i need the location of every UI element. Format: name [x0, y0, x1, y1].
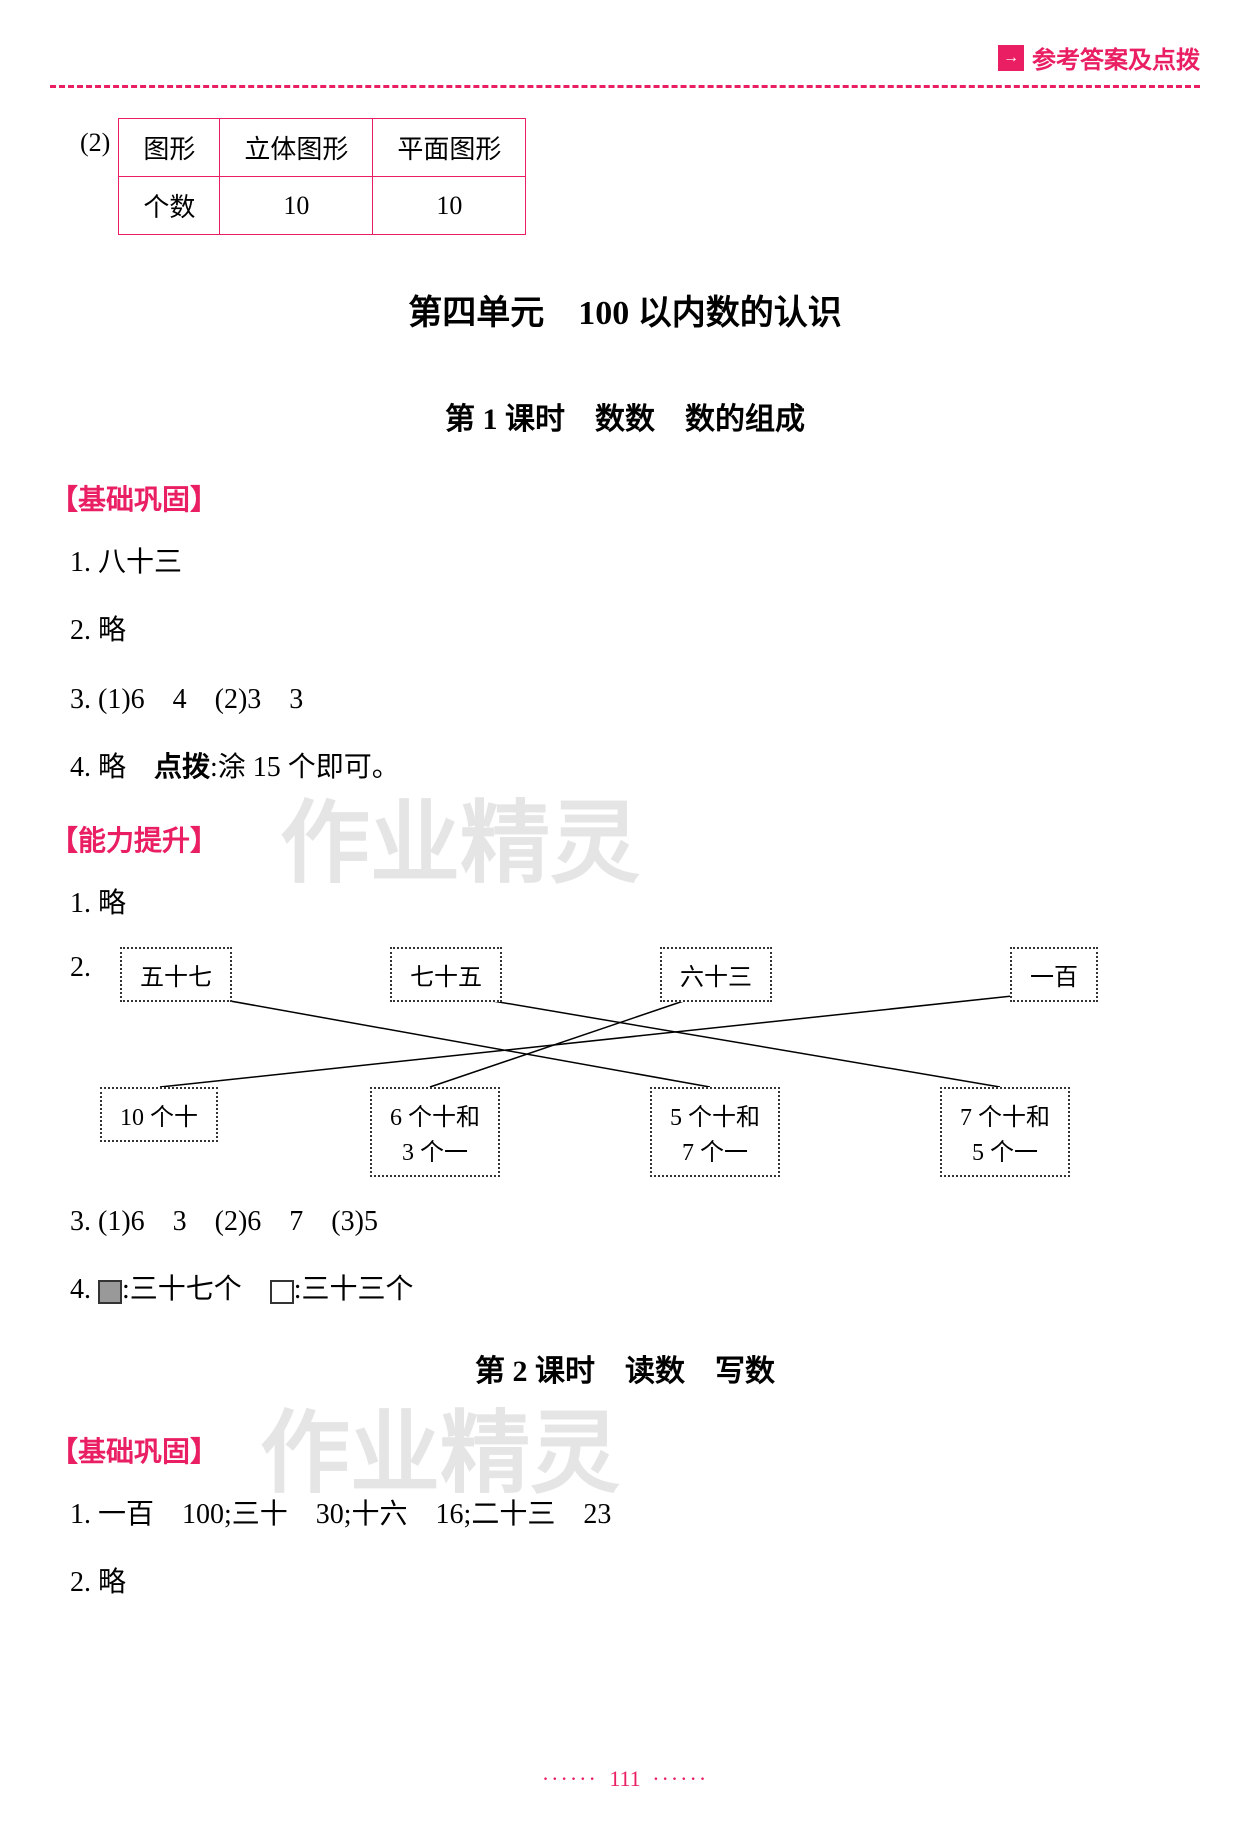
matching-diagram: 2. 五十七 七十五 六十三 一百 10 个十 6 个十和 3 个一 5 个十和… — [90, 947, 1200, 1167]
table-cell: 10 — [220, 177, 373, 235]
match-box-top: 六十三 — [660, 947, 772, 1002]
page-header: → 参考答案及点拨 — [50, 40, 1200, 75]
answer-line: 3. (1)6 3 (2)6 7 (3)5 — [70, 1197, 1200, 1247]
match-box-bottom: 5 个十和 7 个一 — [650, 1087, 780, 1177]
table-header: 立体图形 — [220, 119, 373, 177]
answer-line: 2. 略 — [70, 606, 1200, 656]
match-box-top: 一百 — [1010, 947, 1098, 1002]
answer-line: 1. 一百 100;三十 30;十六 16;二十三 23 — [70, 1490, 1200, 1540]
answer-line: 3. (1)6 4 (2)3 3 — [70, 675, 1200, 725]
filled-square-icon — [98, 1280, 122, 1304]
table-cell: 10 — [373, 177, 526, 235]
answer-text: 4. — [70, 1274, 98, 1305]
table-header: 图形 — [119, 119, 220, 177]
lesson-title: 第 1 课时 数数 数的组成 — [50, 394, 1200, 438]
table-label: (2) — [80, 118, 110, 158]
empty-square-icon — [270, 1280, 294, 1304]
answer-text: :三十七个 — [122, 1274, 270, 1305]
arrow-icon: → — [998, 45, 1024, 71]
answer-text: :三十三个 — [294, 1274, 414, 1305]
section-heading-basic: 【基础巩固】 — [50, 1430, 1200, 1470]
answer-line: 1. 八十三 — [70, 538, 1200, 588]
lesson-title: 第 2 课时 读数 写数 — [50, 1346, 1200, 1390]
section-heading-basic: 【基础巩固】 — [50, 478, 1200, 518]
dots-icon: ······ — [542, 1766, 598, 1791]
answer-line: 2. 略 — [70, 1558, 1200, 1608]
header-title: 参考答案及点拨 — [1032, 40, 1200, 75]
match-box-bottom: 7 个十和 5 个一 — [940, 1087, 1070, 1177]
table-cell: 个数 — [119, 177, 220, 235]
match-box-top: 五十七 — [120, 947, 232, 1002]
section-heading-advanced: 【能力提升】 — [50, 819, 1200, 859]
match-box-top: 七十五 — [390, 947, 502, 1002]
match-box-bottom: 10 个十 — [100, 1087, 218, 1142]
table-row: 个数 10 10 — [119, 177, 526, 235]
hint-label: 点拨 — [154, 752, 210, 783]
answer-line: 4. 略 点拨:涂 15 个即可。 — [70, 743, 1200, 793]
page-number: ······ 111 ······ — [0, 1766, 1250, 1792]
answer-line: 1. 略 — [70, 879, 1200, 929]
answer-text: :涂 15 个即可。 — [210, 752, 400, 783]
page-num: 111 — [609, 1766, 640, 1791]
match-box-bottom: 6 个十和 3 个一 — [370, 1087, 500, 1177]
answer-line: 4. :三十七个 :三十三个 — [70, 1265, 1200, 1315]
header-divider — [50, 85, 1200, 88]
dots-icon: ······ — [652, 1766, 708, 1791]
answer-text: 4. 略 — [70, 752, 154, 783]
table-header: 平面图形 — [373, 119, 526, 177]
table-section: (2) 图形 立体图形 平面图形 个数 10 10 — [80, 118, 1200, 235]
table-row: 图形 立体图形 平面图形 — [119, 119, 526, 177]
question-label: 2. — [70, 952, 91, 984]
shape-table: 图形 立体图形 平面图形 个数 10 10 — [118, 118, 526, 235]
unit-title: 第四单元 100 以内数的认识 — [50, 285, 1200, 334]
